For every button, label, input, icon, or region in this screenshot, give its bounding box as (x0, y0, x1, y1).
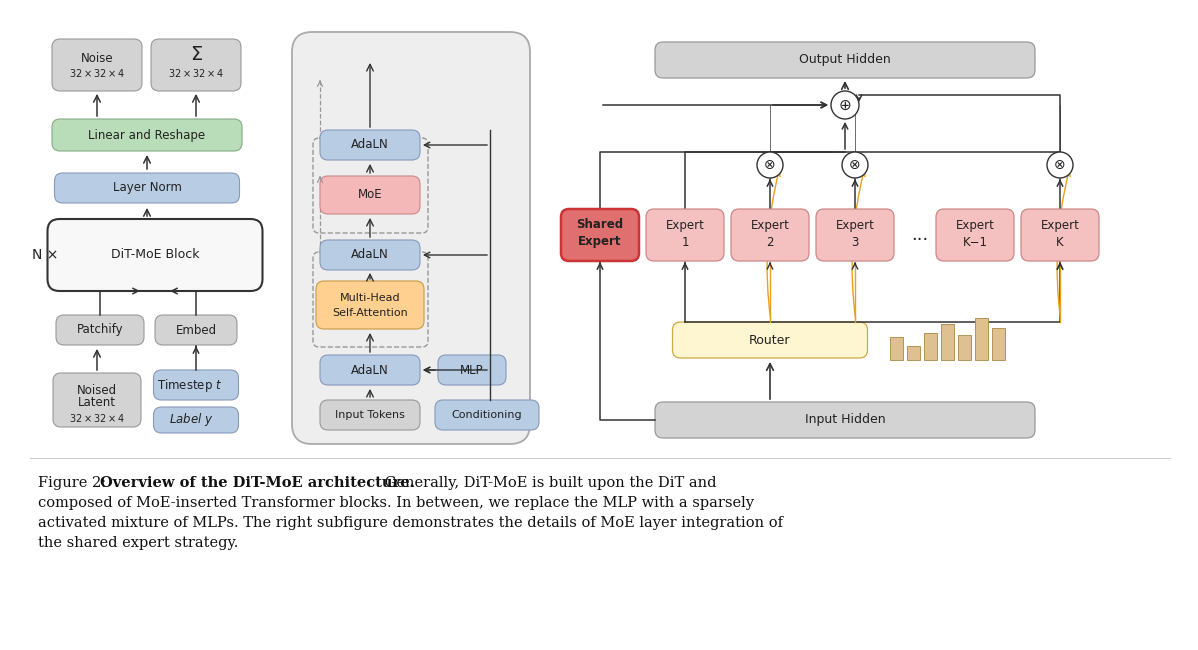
FancyBboxPatch shape (292, 32, 530, 444)
FancyBboxPatch shape (320, 355, 420, 385)
Text: ...: ... (912, 226, 928, 244)
FancyBboxPatch shape (320, 130, 420, 160)
Text: AdaLN: AdaLN (351, 138, 389, 151)
FancyBboxPatch shape (435, 400, 539, 430)
Text: Input Tokens: Input Tokens (335, 410, 405, 420)
Text: Latent: Latent (78, 396, 116, 410)
FancyBboxPatch shape (151, 39, 241, 91)
FancyBboxPatch shape (153, 407, 238, 433)
FancyBboxPatch shape (561, 209, 639, 261)
FancyBboxPatch shape (438, 355, 506, 385)
Text: Embed: Embed (175, 324, 217, 337)
Text: $32 \times 32 \times 4$: $32 \times 32 \times 4$ (168, 67, 224, 79)
Text: $32 \times 32 \times 4$: $32 \times 32 \times 4$ (68, 412, 125, 424)
Text: $32 \times 32 \times 4$: $32 \times 32 \times 4$ (68, 67, 125, 79)
Circle shape (1047, 152, 1073, 178)
Bar (975, 318, 988, 360)
FancyBboxPatch shape (52, 119, 242, 151)
FancyBboxPatch shape (153, 370, 238, 400)
FancyBboxPatch shape (155, 315, 237, 345)
Text: 3: 3 (852, 235, 859, 248)
FancyBboxPatch shape (56, 315, 144, 345)
Text: DiT-MoE Block: DiT-MoE Block (110, 248, 199, 261)
FancyBboxPatch shape (320, 240, 420, 270)
Text: Linear and Reshape: Linear and Reshape (89, 129, 206, 142)
Circle shape (757, 152, 783, 178)
Text: Router: Router (749, 333, 791, 346)
Text: Conditioning: Conditioning (452, 410, 522, 420)
Bar (992, 328, 1005, 360)
FancyBboxPatch shape (53, 373, 141, 427)
Text: ⊕: ⊕ (839, 98, 852, 112)
Text: MLP: MLP (460, 363, 484, 376)
Circle shape (842, 152, 869, 178)
FancyBboxPatch shape (1021, 209, 1099, 261)
FancyBboxPatch shape (816, 209, 894, 261)
Text: Multi-Head: Multi-Head (340, 293, 400, 303)
Text: Expert: Expert (751, 218, 789, 231)
Text: N ×: N × (32, 248, 59, 262)
Text: ⊗: ⊗ (849, 158, 861, 172)
Text: $\Sigma$: $\Sigma$ (189, 46, 202, 64)
FancyBboxPatch shape (731, 209, 809, 261)
FancyBboxPatch shape (655, 42, 1035, 78)
Text: Output Hidden: Output Hidden (799, 53, 891, 66)
Text: 2: 2 (767, 235, 774, 248)
Text: Expert: Expert (1041, 218, 1079, 231)
Text: K: K (1057, 235, 1064, 248)
Text: Overview of the DiT-MoE architecture.: Overview of the DiT-MoE architecture. (99, 476, 415, 490)
Text: the shared expert strategy.: the shared expert strategy. (38, 536, 238, 550)
Bar (924, 333, 937, 360)
FancyBboxPatch shape (52, 39, 143, 91)
Text: AdaLN: AdaLN (351, 363, 389, 376)
FancyBboxPatch shape (320, 176, 420, 214)
Text: Expert: Expert (956, 218, 994, 231)
Text: Shared: Shared (576, 218, 624, 231)
FancyBboxPatch shape (54, 173, 240, 203)
Circle shape (831, 91, 859, 119)
Text: Patchify: Patchify (77, 324, 123, 337)
Text: Label $y$: Label $y$ (169, 411, 213, 428)
Text: Noised: Noised (77, 384, 117, 396)
FancyBboxPatch shape (320, 400, 420, 430)
Bar (940, 324, 954, 360)
Text: Expert: Expert (579, 235, 622, 248)
Text: Generally, DiT-MoE is built upon the DiT and: Generally, DiT-MoE is built upon the DiT… (380, 476, 716, 490)
FancyBboxPatch shape (936, 209, 1014, 261)
Text: 1: 1 (682, 235, 689, 248)
Text: Input Hidden: Input Hidden (805, 413, 885, 426)
Bar (958, 335, 972, 360)
FancyBboxPatch shape (655, 402, 1035, 438)
FancyBboxPatch shape (672, 322, 867, 358)
Text: Self-Attention: Self-Attention (332, 308, 407, 318)
Text: Layer Norm: Layer Norm (113, 181, 181, 194)
Text: ⊗: ⊗ (1054, 158, 1066, 172)
Text: activated mixture of MLPs. The right subfigure demonstrates the details of MoE l: activated mixture of MLPs. The right sub… (38, 516, 783, 530)
FancyBboxPatch shape (48, 219, 262, 291)
Text: Noise: Noise (80, 51, 114, 64)
Text: Timestep $t$: Timestep $t$ (157, 376, 223, 393)
Text: ⊗: ⊗ (764, 158, 776, 172)
Text: Figure 2:: Figure 2: (38, 476, 110, 490)
Text: K−1: K−1 (962, 235, 987, 248)
Bar (907, 346, 920, 360)
Text: Expert: Expert (835, 218, 875, 231)
Text: composed of MoE-inserted Transformer blocks. In between, we replace the MLP with: composed of MoE-inserted Transformer blo… (38, 496, 754, 510)
FancyBboxPatch shape (316, 281, 424, 329)
Text: MoE: MoE (358, 188, 382, 202)
FancyBboxPatch shape (646, 209, 724, 261)
Bar (890, 337, 903, 360)
Text: Expert: Expert (666, 218, 704, 231)
Text: AdaLN: AdaLN (351, 248, 389, 261)
